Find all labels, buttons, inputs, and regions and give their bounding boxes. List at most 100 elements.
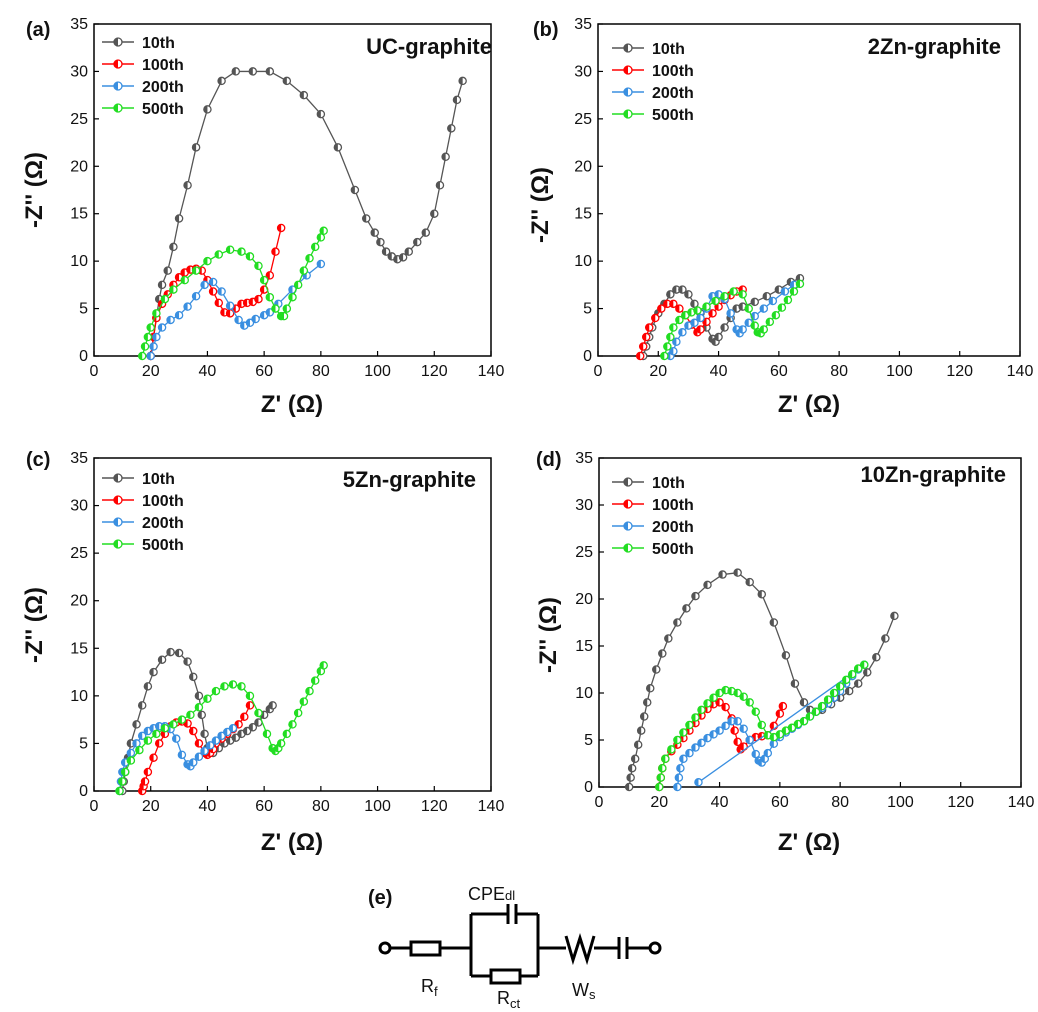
x-tick-label: 80 <box>312 798 330 815</box>
data-point-fill <box>246 692 250 700</box>
data-point-fill <box>863 668 868 676</box>
data-point-fill <box>730 287 734 296</box>
panel-label: (a) <box>26 19 50 41</box>
cpe-label: CPEdl <box>468 884 515 904</box>
data-point-fill <box>149 668 154 676</box>
x-axis-title: Z' (Ω) <box>778 829 840 856</box>
data-point-fill <box>189 673 194 681</box>
data-series <box>115 661 328 796</box>
data-point-fill <box>681 311 686 319</box>
x-tick-label: 100 <box>364 363 391 380</box>
data-point-fill <box>192 143 197 151</box>
data-point-fill <box>664 634 669 643</box>
data-point-fill <box>198 711 202 719</box>
x-tick-label: 20 <box>142 798 160 815</box>
data-point-fill <box>739 325 743 334</box>
data-point-fill <box>175 649 180 657</box>
data-point-fill <box>760 325 764 334</box>
series-line <box>141 705 251 792</box>
y-tick-label: 25 <box>70 111 88 128</box>
data-point-fill <box>371 229 375 237</box>
data-point-fill <box>121 758 126 767</box>
data-point-fill <box>115 787 120 795</box>
data-point-fill <box>212 736 216 745</box>
data-point-fill <box>223 728 228 736</box>
chart-panel: 0 20 40 60 80 100 120 140 0 5 10 15 20 25 30 35 Z' (Ω) -Z… <box>21 449 504 856</box>
data-point-fill <box>254 718 259 727</box>
data-point-fill <box>266 308 270 316</box>
data-point-fill <box>776 730 780 738</box>
data-point-fill <box>675 774 679 782</box>
legend-marker-fill <box>624 500 628 508</box>
data-point-fill <box>195 753 199 761</box>
data-point-fill <box>721 722 726 730</box>
data-point-fill <box>703 699 708 707</box>
data-series <box>146 67 467 361</box>
data-point-fill <box>229 724 233 732</box>
data-point-fill <box>757 329 761 337</box>
data-point-fill <box>155 722 160 730</box>
data-point-fill <box>169 243 174 251</box>
y-tick-label: 0 <box>79 783 88 800</box>
data-point-fill <box>697 739 702 747</box>
data-point-fill <box>161 295 165 303</box>
data-point-fill <box>269 701 273 709</box>
data-point-fill <box>854 664 859 673</box>
data-point-fill <box>642 333 647 341</box>
y-tick-label: 10 <box>70 253 88 270</box>
data-point-fill <box>317 260 321 268</box>
data-point-fill <box>845 687 850 695</box>
x-tick-label: 40 <box>199 363 217 380</box>
data-point-fill <box>782 727 786 735</box>
data-point-fill <box>848 670 853 678</box>
data-point-fill <box>657 304 662 313</box>
data-point-fill <box>836 682 841 691</box>
data-point-fill <box>183 303 188 311</box>
legend-label: 100th <box>142 57 184 74</box>
data-point-fill <box>158 656 163 664</box>
legend-label: 200th <box>652 85 694 102</box>
y-tick-label: 25 <box>70 545 88 562</box>
data-point-fill <box>218 287 222 296</box>
data-point-fill <box>161 724 165 732</box>
data-point-fill <box>711 297 716 305</box>
data-point-fill <box>721 686 726 694</box>
data-point-fill <box>320 227 324 235</box>
circuit-terminal-left <box>378 941 392 955</box>
data-point-fill <box>305 687 310 695</box>
data-point-fill <box>639 342 644 351</box>
plot-frame <box>93 23 492 357</box>
data-point-fill <box>728 717 732 725</box>
data-point-fill <box>288 293 293 301</box>
data-point-fill <box>770 618 774 627</box>
x-tick-label: 100 <box>364 798 391 815</box>
data-point-fill <box>147 323 151 332</box>
data-point-fill <box>890 612 895 620</box>
data-point-fill <box>243 299 248 307</box>
data-point-fill <box>658 764 663 772</box>
data-point-fill <box>740 693 744 701</box>
x-axis-title: Z' (Ω) <box>778 391 840 418</box>
legend-label: 100th <box>652 497 694 514</box>
y-tick-label: 35 <box>70 16 88 33</box>
data-point-fill <box>684 290 689 298</box>
data-point-fill <box>232 67 236 76</box>
data-point-fill <box>195 703 199 711</box>
data-point-fill <box>812 708 817 716</box>
legend-marker-fill <box>624 544 628 552</box>
legend-label: 10th <box>142 471 175 488</box>
data-point-fill <box>746 698 750 706</box>
data-point-fill <box>672 286 677 294</box>
data-point-fill <box>127 756 131 765</box>
y-tick-label: 15 <box>575 638 593 655</box>
panel-label: (b) <box>533 19 559 41</box>
data-point-fill <box>794 720 798 728</box>
data-point-fill <box>274 744 279 752</box>
data-point-fill <box>172 735 177 743</box>
data-point-fill <box>393 255 398 263</box>
data-point-fill <box>144 727 148 735</box>
data-point-fill <box>764 749 768 757</box>
data-point-fill <box>703 734 708 742</box>
